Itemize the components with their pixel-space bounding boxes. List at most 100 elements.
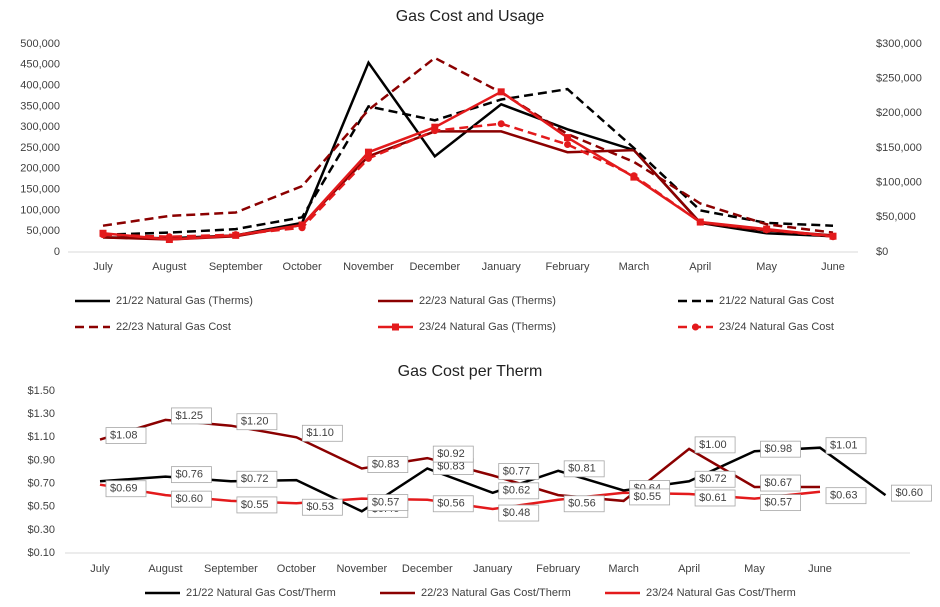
- data-label-box: [171, 466, 212, 484]
- data-label: $1.08: [110, 430, 138, 442]
- point-marker: [364, 148, 372, 156]
- y-tick-label: $1.50: [27, 385, 55, 397]
- data-label: $0.72: [241, 473, 269, 485]
- data-label-box: [760, 440, 801, 458]
- data-label-box: [825, 437, 867, 455]
- data-label-box: [694, 489, 736, 507]
- data-label-box: [301, 424, 343, 442]
- data-label-box: [367, 456, 409, 473]
- legend-label: 22/23 Natural Gas (Therms): [419, 295, 556, 307]
- x-tick-label: January: [473, 563, 513, 575]
- x-tick-label: August: [152, 261, 186, 273]
- point-marker: [99, 231, 107, 239]
- data-label: $0.53: [306, 501, 334, 513]
- point-marker: [564, 141, 572, 149]
- legend-label: 21/22 Natural Gas Cost/Therm: [186, 587, 336, 599]
- data-label: $0.67: [765, 477, 793, 489]
- data-label: $0.63: [830, 490, 858, 502]
- x-tick-label: May: [744, 563, 765, 575]
- series-line: [102, 87, 834, 236]
- data-label: $0.77: [503, 465, 531, 477]
- data-label-box: [367, 494, 409, 512]
- x-tick-label: March: [608, 563, 639, 575]
- data-label: $0.61: [699, 492, 727, 504]
- y-tick-label: 0: [54, 246, 60, 258]
- data-label-box: [171, 490, 212, 508]
- legend-label: 23/24 Natural Gas Cost: [719, 321, 834, 333]
- y-tick-label: $0.50: [27, 501, 55, 513]
- y-tick-label: $0.30: [27, 524, 55, 536]
- data-label: $0.60: [895, 487, 923, 499]
- data-label-box: [498, 482, 540, 500]
- data-label: $1.00: [699, 439, 727, 451]
- data-label-box: [432, 445, 474, 463]
- data-label: $0.92: [437, 448, 465, 460]
- x-tick-label: July: [93, 261, 113, 273]
- data-label-box: [171, 407, 212, 425]
- y2-tick-label: $150,000: [876, 142, 922, 154]
- legend-label: 22/23 Natural Gas Cost: [116, 321, 231, 333]
- x-tick-label: July: [90, 563, 110, 575]
- point-marker: [431, 127, 439, 135]
- data-label: $0.72: [699, 473, 727, 485]
- point-marker: [298, 224, 306, 232]
- data-label-box: [498, 463, 540, 480]
- data-label-box: [236, 496, 278, 514]
- y-tick-label: 100,000: [20, 204, 60, 216]
- point-marker: [692, 323, 699, 331]
- x-tick-label: September: [209, 261, 263, 273]
- point-marker: [497, 88, 505, 96]
- x-tick-label: October: [277, 563, 316, 575]
- data-label-box: [563, 460, 605, 478]
- data-label: $0.57: [372, 497, 400, 509]
- data-label: $0.98: [765, 443, 793, 455]
- data-label: $0.83: [372, 458, 400, 470]
- point-marker: [232, 231, 240, 239]
- series-line: [102, 56, 834, 234]
- data-label: $0.81: [568, 463, 596, 475]
- x-tick-label: January: [482, 261, 522, 273]
- y-tick-label: $0.10: [27, 547, 55, 559]
- data-label-box: [498, 504, 540, 522]
- x-tick-label: June: [821, 261, 845, 273]
- data-label-box: [301, 498, 343, 516]
- x-tick-label: August: [148, 563, 182, 575]
- data-label: $0.55: [241, 499, 269, 511]
- data-label-box: [105, 480, 147, 498]
- data-label-box: [236, 470, 278, 488]
- data-label-box: [760, 474, 801, 492]
- legend-label: 21/22 Natural Gas (Therms): [116, 295, 253, 307]
- data-label: $0.69: [110, 483, 138, 495]
- y-tick-label: $0.90: [27, 454, 55, 466]
- data-label-box: [694, 470, 736, 488]
- chart-title: Gas Cost per Therm: [398, 363, 543, 380]
- y-tick-label: 200,000: [20, 163, 60, 175]
- point-marker: [364, 154, 372, 162]
- data-label: $0.60: [175, 493, 203, 505]
- y-tick-label: 450,000: [20, 59, 60, 71]
- chart-title: Gas Cost and Usage: [396, 8, 545, 25]
- data-label-box: [825, 487, 867, 505]
- x-tick-label: March: [619, 261, 650, 273]
- x-tick-label: February: [536, 563, 581, 575]
- x-tick-label: December: [402, 563, 453, 575]
- point-marker: [564, 134, 572, 142]
- point-marker: [165, 233, 173, 241]
- y2-tick-label: $200,000: [876, 107, 922, 119]
- y2-tick-label: $0: [876, 246, 888, 258]
- data-label: $0.56: [437, 498, 465, 510]
- y2-tick-label: $300,000: [876, 38, 922, 50]
- y-tick-label: 400,000: [20, 80, 60, 92]
- data-label: $0.83: [437, 460, 465, 472]
- x-tick-label: February: [546, 261, 591, 273]
- legend-label: 21/22 Natural Gas Cost: [719, 295, 834, 307]
- x-tick-label: May: [756, 261, 777, 273]
- y-tick-label: 50,000: [26, 225, 60, 237]
- data-label-box: [760, 494, 801, 512]
- x-tick-label: April: [689, 261, 711, 273]
- data-label: $0.48: [503, 507, 531, 519]
- y2-tick-label: $250,000: [876, 73, 922, 85]
- series-line: [102, 122, 834, 238]
- data-label: $0.55: [634, 491, 662, 503]
